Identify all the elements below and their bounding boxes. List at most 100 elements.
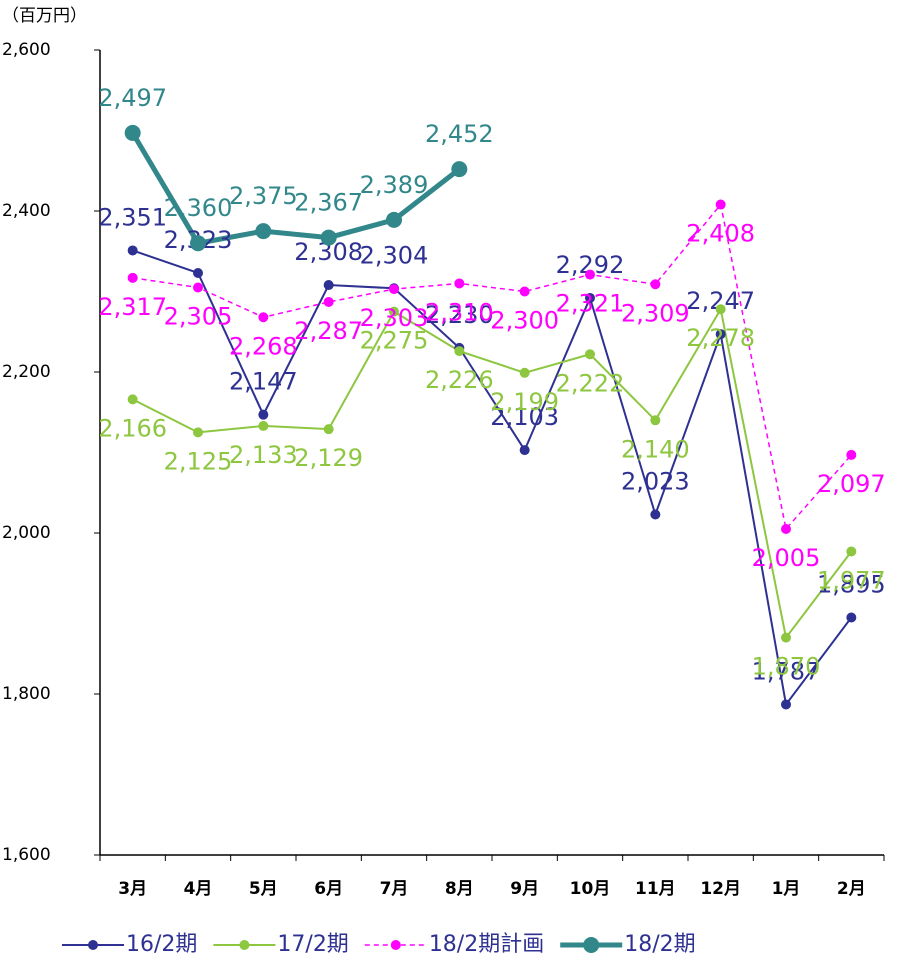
data-label: 2,268 [229,332,298,360]
data-label: 2,389 [360,171,429,199]
data-point [127,272,138,283]
data-label: 2,300 [490,307,559,335]
legend-marker [390,940,401,950]
y-tick-label: 1,600 [2,845,51,865]
legend-label: 16/2期 [126,932,197,957]
data-point [258,420,269,431]
data-point [255,223,272,240]
data-label: 2,351 [98,203,167,231]
x-tick-label: 5月 [249,879,278,899]
data-point [323,296,334,307]
data-point [320,229,337,246]
data-label: 2,408 [686,220,755,248]
data-point [124,124,141,141]
x-tick-label: 11月 [635,879,676,899]
data-label: 2,304 [360,241,429,269]
data-label: 2,305 [164,302,233,330]
data-label: 2,452 [425,120,494,148]
data-label: 2,317 [98,293,167,321]
data-point [650,509,661,520]
data-point [451,161,468,178]
data-label: 2,360 [164,194,233,222]
legend-label: 17/2期 [277,932,348,957]
data-point [519,445,530,456]
data-point [781,523,791,534]
data-point [193,282,203,293]
data-point [715,199,726,210]
data-point [781,699,791,710]
data-label: 2,147 [229,368,298,396]
data-point [389,284,399,295]
data-label: 2,303 [360,304,429,332]
data-label: 2,226 [425,366,494,394]
data-label: 2,230 [425,301,494,329]
data-point [519,286,530,297]
data-label: 2,133 [229,441,298,469]
data-label: 2,140 [621,435,690,463]
data-label: 2,287 [294,317,363,345]
data-point [258,312,269,323]
data-label: 1,977 [817,567,886,595]
legend-marker [239,940,250,950]
data-label: 2,166 [98,414,167,442]
data-label: 2,375 [229,182,298,210]
y-tick-label: 2,000 [2,523,51,543]
data-point [846,612,857,623]
data-point [650,279,661,290]
series-line [132,249,853,707]
x-tick-label: 10月 [570,879,611,899]
data-label: 1,895 [817,571,886,599]
data-point [323,424,334,435]
data-point [258,409,269,420]
data-point [454,278,465,289]
y-tick-label: 2,400 [2,201,51,221]
data-point [846,546,857,557]
x-tick-label: 8月 [445,879,474,899]
data-label: 1,870 [752,653,821,681]
data-label: 2,097 [817,470,886,498]
y-tick-label: 1,800 [2,684,51,704]
data-point [585,349,595,360]
data-point [190,235,206,252]
data-point [454,346,465,357]
data-label: 2,310 [425,298,494,326]
data-label: 1,787 [752,657,821,685]
y-tick-label: 2,200 [2,362,51,382]
series-line [132,306,853,641]
data-label: 2,125 [164,447,233,475]
data-point [715,329,726,340]
data-label: 2,497 [98,84,167,112]
data-label: 2,321 [556,290,625,318]
data-point [781,632,791,643]
x-tick-label: 3月 [118,879,147,899]
data-point [323,280,334,291]
data-point [389,306,399,317]
data-point [386,211,402,228]
data-point [193,267,203,278]
data-point [650,415,661,426]
data-label: 2,023 [621,467,690,495]
data-point [585,269,595,280]
y-axis-label: （百万円） [2,6,87,26]
x-tick-label: 7月 [380,879,409,899]
data-label: 2,278 [686,324,755,352]
data-label: 2,199 [490,388,559,416]
data-point [193,427,203,438]
legend-marker [88,940,98,950]
data-label: 2,222 [556,369,625,397]
legend-marker [583,937,600,953]
y-tick-label: 2,600 [2,40,51,60]
x-tick-label: 4月 [184,879,213,899]
data-label: 2,103 [490,403,559,431]
series-line [132,202,852,531]
data-label: 2,275 [360,327,429,355]
data-point [127,245,138,256]
data-label: 2,309 [621,299,690,327]
x-tick-label: 12月 [700,879,741,899]
data-label: 2,005 [752,544,821,572]
x-tick-label: 9月 [510,879,539,899]
x-tick-label: 1月 [772,879,801,899]
data-label: 2,367 [294,189,363,217]
legend-label: 18/2期計画 [429,932,544,957]
